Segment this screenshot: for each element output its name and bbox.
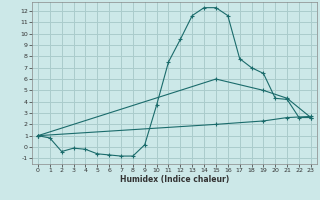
X-axis label: Humidex (Indice chaleur): Humidex (Indice chaleur) [120, 175, 229, 184]
